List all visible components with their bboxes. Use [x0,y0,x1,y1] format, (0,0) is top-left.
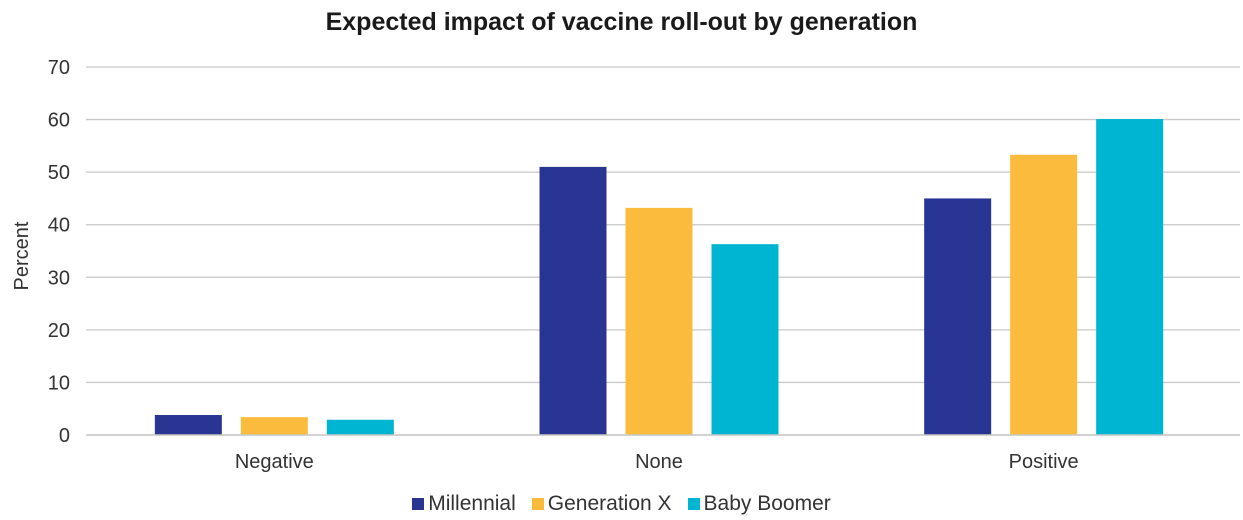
y-axis-title: Percent [11,221,33,290]
legend-swatch [412,498,425,510]
bar-generation-x-negative [240,417,308,435]
legend-label: Millennial [428,492,516,515]
y-tick-label: 50 [48,162,70,184]
y-axis-ticks: 0 10 20 30 40 50 60 70 [48,57,70,447]
legend-swatch [687,498,700,510]
legend-label: Baby Boomer [703,492,831,515]
bar-generation-x-none [625,207,693,435]
bar-chart: 0 10 20 30 40 50 60 70 Negative None Positive Per… [11,57,1240,473]
bar-baby-boomer-none [711,244,779,435]
bar-millennial-none [539,166,607,435]
chart-title: Expected impact of vaccine roll-out by g… [325,8,918,36]
y-tick-label: 40 [48,215,70,237]
y-tick-label: 60 [48,110,70,132]
bar-baby-boomer-positive [1096,119,1164,435]
y-tick-label: 70 [48,57,70,79]
y-tick-label: 10 [48,372,70,394]
bar-generation-x-positive [1010,154,1078,435]
bars [86,119,1240,436]
bar-millennial-positive [924,198,992,435]
legend-item-baby-boomer: Baby Boomer [687,492,831,516]
x-category-label: Negative [235,451,314,473]
legend-item-generation-x: Generation X [531,492,672,516]
y-tick-label: 30 [48,267,70,289]
y-tick-label: 20 [48,320,70,342]
bar-millennial-negative [154,415,222,435]
legend-swatch [531,498,544,510]
y-tick-label: 0 [59,425,70,447]
x-category-label: Positive [1009,451,1079,473]
x-category-label: None [635,451,683,473]
legend-item-millennial: Millennial [412,492,516,516]
bar-baby-boomer-negative [326,419,394,435]
x-axis-categories: Negative None Positive [235,451,1079,473]
legend-label: Generation X [547,492,672,515]
legend: Millennial Generation X Baby Boomer [0,492,1243,516]
